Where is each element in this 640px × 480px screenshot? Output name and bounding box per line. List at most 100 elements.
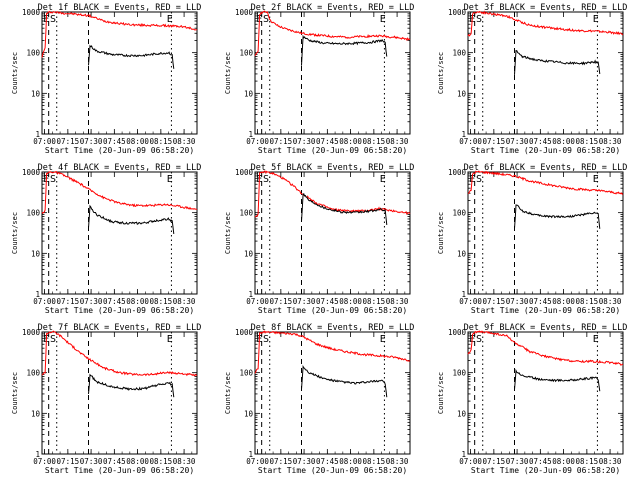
- plot-frame: [254, 171, 411, 295]
- event-marker: E: [593, 334, 599, 345]
- panel-title: Det 8f BLACK = Events, RED = LLD: [251, 323, 415, 333]
- events-series-line: [88, 373, 175, 398]
- panel-det-2: Det 2f BLACK = Events, RED = LLD 1 10 100 10…: [224, 3, 414, 155]
- x-tick-label: 07:00: [33, 137, 56, 146]
- x-tick-label: 08:15: [576, 297, 599, 306]
- panel-title: Det 5f BLACK = Events, RED = LLD: [251, 163, 415, 173]
- x-tick-label: 08:15: [150, 457, 173, 466]
- x-tick-label: 08:00: [126, 297, 149, 306]
- x-tick-label: 07:15: [57, 297, 80, 306]
- x-tick-label: 07:15: [270, 297, 293, 306]
- x-tick-label: 08:15: [150, 137, 173, 146]
- x-tick-label: 07:15: [57, 457, 80, 466]
- x-tick-label: 08:15: [363, 137, 386, 146]
- x-tick-label: 08:15: [576, 457, 599, 466]
- event-marker: E: [167, 14, 173, 25]
- plot-frame: [254, 11, 411, 135]
- y-axis-label: Counts/sec: [224, 372, 232, 414]
- y-tick-label: 1000: [448, 8, 467, 17]
- lld-series-line: [467, 10, 624, 37]
- event-marker: S: [263, 174, 269, 185]
- y-tick-label: 1000: [22, 328, 41, 337]
- y-tick-label: 10: [244, 409, 254, 418]
- x-tick-label: 08:30: [386, 137, 409, 146]
- x-tick-label: 08:00: [339, 137, 362, 146]
- x-axis-label: Start Time (20-Jun-09 06:58:20): [45, 306, 194, 315]
- event-marker: S: [50, 334, 56, 345]
- plot-frame: [41, 331, 198, 455]
- event-marker: S: [476, 174, 482, 185]
- events-series-line: [88, 44, 175, 69]
- panel-title: Det 9f BLACK = Events, RED = LLD: [464, 323, 628, 333]
- x-tick-label: 08:30: [173, 457, 196, 466]
- x-tick-label: 07:00: [459, 297, 482, 306]
- panel-title: Det 3f BLACK = Events, RED = LLD: [464, 3, 628, 13]
- event-marker: E: [380, 14, 386, 25]
- lld-series-line: [467, 330, 624, 366]
- y-tick-label: 1: [248, 450, 253, 459]
- x-tick-label: 08:30: [386, 297, 409, 306]
- x-axis-label: Start Time (20-Jun-09 06:58:20): [471, 306, 620, 315]
- y-tick-label: 1000: [235, 168, 254, 177]
- y-tick-label: 1: [461, 130, 466, 139]
- x-axis-label: Start Time (20-Jun-09 06:58:20): [471, 146, 620, 155]
- y-tick-label: 1000: [448, 168, 467, 177]
- y-tick-label: 1: [35, 290, 40, 299]
- panel-title: Det 1f BLACK = Events, RED = LLD: [38, 3, 202, 13]
- x-tick-label: 08:00: [552, 457, 575, 466]
- panel-det-5: Det 5f BLACK = Events, RED = LLD 1 10 100 10…: [224, 163, 414, 315]
- x-axis-label: Start Time (20-Jun-09 06:58:20): [45, 466, 194, 475]
- x-tick-label: 07:45: [103, 297, 126, 306]
- x-tick-label: 07:30: [506, 457, 529, 466]
- y-tick-label: 1000: [448, 328, 467, 337]
- x-tick-label: 07:30: [506, 297, 529, 306]
- panel-title: Det 7f BLACK = Events, RED = LLD: [38, 323, 202, 333]
- y-tick-label: 100: [452, 49, 466, 58]
- y-tick-label: 100: [26, 49, 40, 58]
- x-tick-label: 08:00: [339, 457, 362, 466]
- y-tick-label: 10: [244, 89, 254, 98]
- x-tick-label: 07:15: [270, 457, 293, 466]
- y-tick-label: 100: [26, 209, 40, 218]
- x-tick-label: 07:00: [246, 297, 269, 306]
- y-tick-label: 1: [35, 130, 40, 139]
- events-series-line: [88, 204, 175, 234]
- x-tick-label: 07:45: [529, 457, 552, 466]
- lld-series-line: [41, 10, 198, 58]
- x-axis-label: Start Time (20-Jun-09 06:58:20): [258, 146, 407, 155]
- y-axis-label: Counts/sec: [11, 52, 19, 94]
- lld-series-line: [41, 330, 198, 377]
- y-tick-label: 10: [31, 409, 41, 418]
- x-tick-label: 07:00: [246, 137, 269, 146]
- events-series-line: [514, 204, 601, 229]
- event-marker: S: [476, 334, 482, 345]
- y-axis-label: Counts/sec: [224, 52, 232, 94]
- panel-title: Det 2f BLACK = Events, RED = LLD: [251, 3, 415, 13]
- y-tick-label: 1000: [235, 8, 254, 17]
- x-tick-label: 07:15: [270, 137, 293, 146]
- y-tick-label: 1: [461, 290, 466, 299]
- event-marker: S: [476, 14, 482, 25]
- x-tick-label: 08:30: [173, 137, 196, 146]
- panel-det-7: Det 7f BLACK = Events, RED = LLD 1 10 100 10…: [11, 323, 201, 475]
- x-tick-label: 07:45: [103, 457, 126, 466]
- x-tick-label: 08:15: [363, 297, 386, 306]
- x-tick-label: 08:15: [576, 137, 599, 146]
- x-tick-label: 07:45: [316, 137, 339, 146]
- y-tick-label: 10: [457, 89, 467, 98]
- plot-frame: [467, 11, 624, 135]
- y-tick-label: 100: [239, 209, 253, 218]
- y-tick-label: 1: [35, 450, 40, 459]
- x-tick-label: 08:30: [599, 297, 622, 306]
- x-tick-label: 07:15: [483, 297, 506, 306]
- y-axis-label: Counts/sec: [11, 372, 19, 414]
- x-tick-label: 08:30: [386, 457, 409, 466]
- x-tick-label: 08:15: [150, 297, 173, 306]
- event-marker: E: [380, 334, 386, 345]
- event-marker: S: [263, 14, 269, 25]
- x-tick-label: 07:30: [80, 297, 103, 306]
- panel-title: Det 4f BLACK = Events, RED = LLD: [38, 163, 202, 173]
- events-series-line: [301, 34, 388, 66]
- x-tick-label: 07:00: [459, 457, 482, 466]
- y-tick-label: 10: [31, 89, 41, 98]
